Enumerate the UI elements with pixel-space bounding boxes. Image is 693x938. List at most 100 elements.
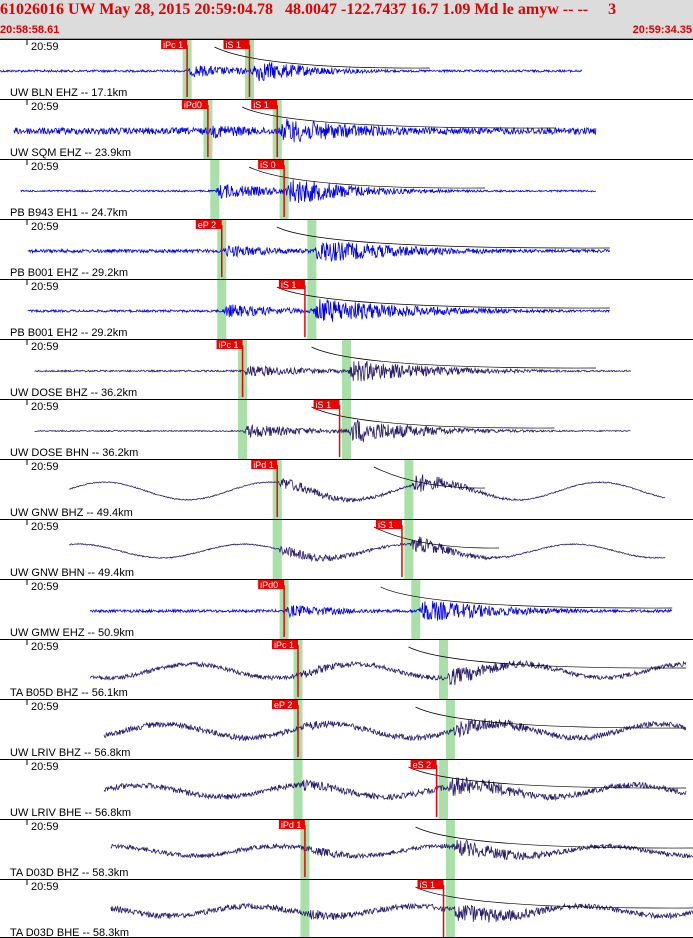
p-window: [238, 400, 248, 459]
pick-label: iPd 1: [253, 460, 274, 470]
time-tick: 20:59: [31, 521, 59, 533]
pick-box: [195, 220, 222, 229]
coda-curve: [380, 586, 673, 609]
coda-curve: [248, 166, 486, 189]
pick-label: iS 1: [420, 880, 436, 890]
start-time: 20:58:58.61: [0, 24, 60, 36]
trace-row: iS 1 20:59 UW GNW BHN -- 49.4km: [0, 519, 693, 579]
pick-label: iS 1: [378, 520, 394, 530]
station-label: TA D03D BHE -- 58.3km: [10, 927, 129, 938]
waveform: [89, 659, 687, 686]
s-window: [445, 820, 455, 879]
waveform: [27, 242, 611, 263]
pick-label: eP 2: [274, 700, 292, 710]
station-label: TA B05D BHZ -- 56.1km: [10, 687, 128, 699]
trace-row: eS 2 20:59 UW LRIV BHE -- 56.8km: [0, 759, 693, 819]
s-window: [411, 580, 421, 639]
pick-box: [251, 100, 278, 109]
pick-box: [258, 580, 285, 589]
waveform: [0, 61, 583, 82]
time-tick: 20:59: [31, 821, 59, 833]
time-tick: 20:59: [31, 761, 59, 773]
pick-box: [271, 640, 298, 649]
pick-box: [313, 400, 340, 409]
pick-label: iPd0: [184, 100, 202, 110]
pick-label: iS 1: [281, 280, 297, 290]
waveform: [110, 839, 693, 861]
waveform: [13, 118, 597, 143]
trace-panel[interactable]: iPc 1 iS 1 20:59 UW BLN EHZ -- 17.1km iPd0 iS…: [0, 39, 693, 938]
time-tick: 20:59: [31, 341, 59, 353]
trace-row: iPd 1 20:59 UW GNW BHZ -- 49.4km: [0, 459, 693, 519]
pick-box: [251, 460, 278, 469]
trace-row: iS 1 20:59 TA D03D BHE -- 58.3km: [0, 879, 693, 938]
p-window: [210, 160, 220, 219]
time-tick: 20:59: [31, 281, 59, 293]
p-window: [272, 520, 282, 579]
trace-row: iS 0 20:59 PB B943 EH1 -- 24.7km: [0, 159, 693, 219]
coda-curve: [415, 886, 693, 909]
trace-row: iPd0 iS 1 20:59 UW SQM EHZ -- 23.9km: [0, 99, 693, 159]
coda-curve: [242, 106, 555, 129]
pick-label: eP 2: [198, 220, 216, 230]
coda-curve: [415, 826, 693, 849]
coda-curve: [276, 286, 610, 309]
coda-curve: [311, 406, 555, 429]
pick-box: [181, 100, 208, 109]
coda-curve: [373, 466, 486, 489]
trace-row: iPc 1 20:59 UW DOSE BHZ -- 36.2km: [0, 339, 693, 399]
p-window: [300, 880, 310, 938]
pick-box: [216, 340, 243, 349]
pick-box: [258, 160, 285, 169]
pick-label: iPd 1: [281, 820, 302, 830]
station-label: UW GMW EHZ -- 50.9km: [10, 627, 134, 639]
end-time: 20:59:34.35: [632, 24, 692, 36]
p-window: [293, 760, 303, 819]
pick-label: iPc 1: [163, 40, 183, 50]
waveform: [20, 179, 596, 203]
station-label: UW DOSE BHZ -- 36.2km: [10, 387, 137, 399]
time-tick: 20:59: [31, 881, 59, 893]
trace-row: iS 1 20:59 PB B001 EH2 -- 29.2km: [0, 279, 693, 339]
trace-row: iPc 1 20:59 TA B05D BHZ -- 56.1km: [0, 639, 693, 699]
waveform: [103, 776, 687, 802]
pick-label: iS 1: [253, 100, 269, 110]
coda-curve: [214, 46, 430, 69]
time-tick: 20:59: [31, 401, 59, 413]
trace-row: eP 2 20:59 UW LRIV BHZ -- 56.8km: [0, 699, 693, 759]
waveform: [110, 902, 693, 923]
pick-box: [375, 520, 402, 529]
time-tick: 20:59: [31, 701, 59, 713]
waveform: [69, 474, 666, 503]
trace-row: iS 1 20:59 UW DOSE BHN -- 36.2km: [0, 399, 693, 459]
waveform: [89, 600, 673, 621]
waveform: [34, 360, 631, 382]
s-window: [439, 640, 449, 699]
pick-label: eS 2: [413, 760, 432, 770]
p-window: [217, 280, 227, 339]
pick-box: [417, 880, 444, 889]
coda-curve: [276, 226, 610, 249]
station-label: PB B001 EH2 -- 29.2km: [10, 327, 127, 339]
station-label: UW GNW BHZ -- 49.4km: [10, 507, 133, 519]
pick-box: [278, 280, 305, 289]
pick-box: [223, 40, 250, 49]
time-tick: 20:59: [31, 581, 59, 593]
time-tick: 20:59: [31, 161, 59, 173]
pick-box: [278, 820, 305, 829]
waveform: [103, 718, 687, 742]
coda-curve: [373, 526, 499, 549]
station-label: UW DOSE BHN -- 36.2km: [10, 447, 138, 459]
pick-box: [410, 760, 437, 769]
pick-box: [271, 700, 298, 709]
event-title: 61026016 UW May 28, 2015 20:59:04.78 48.…: [0, 1, 617, 18]
station-label: UW BLN EHZ -- 17.1km: [10, 87, 127, 99]
station-label: TA D03D BHZ -- 58.3km: [10, 867, 128, 879]
event-header: 61026016 UW May 28, 2015 20:59:04.78 48.…: [0, 0, 693, 39]
coda-curve: [415, 706, 687, 729]
waveform: [27, 298, 610, 322]
station-label: PB B001 EHZ -- 29.2km: [10, 267, 128, 279]
coda-curve: [408, 766, 687, 789]
pick-label: iPc 1: [219, 340, 239, 350]
